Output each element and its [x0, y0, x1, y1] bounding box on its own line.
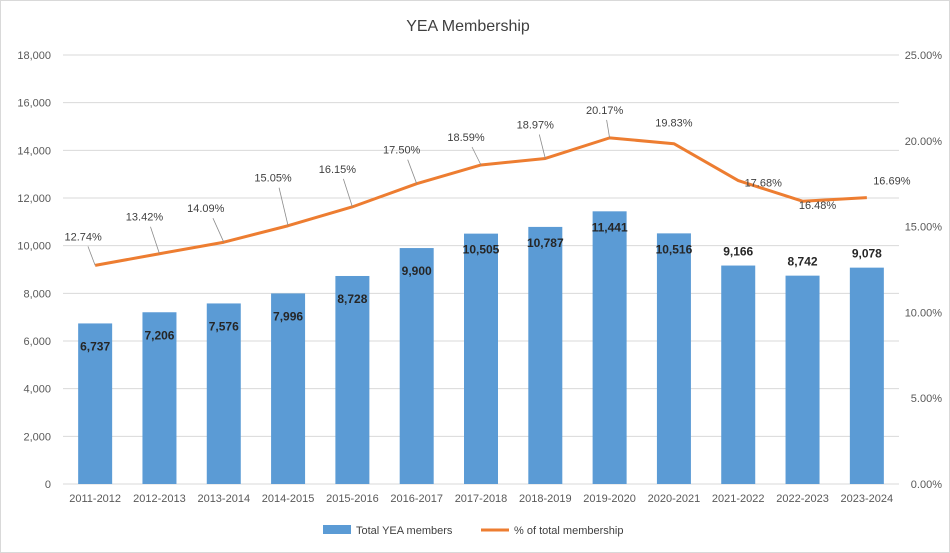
bar-value-label: 10,505	[463, 243, 500, 257]
y-right-tick-label: 15.00%	[905, 222, 943, 234]
x-tick-label: 2013-2014	[197, 493, 250, 505]
line-value-label: 16.15%	[319, 164, 357, 176]
legend-swatch-bar	[323, 525, 351, 534]
y-left-tick-label: 14,000	[17, 145, 51, 157]
y-left-tick-label: 8,000	[23, 288, 51, 300]
y-left-tick-label: 12,000	[17, 193, 51, 205]
y-left-tick-label: 16,000	[17, 98, 51, 110]
bar	[785, 275, 820, 484]
x-tick-label: 2021-2022	[712, 493, 765, 505]
leader-line	[471, 146, 482, 166]
bar-value-label: 9,900	[402, 264, 432, 278]
leader-line	[343, 178, 353, 207]
bar	[271, 293, 306, 484]
x-tick-label: 2015-2016	[326, 493, 379, 505]
bar-value-label: 7,996	[273, 309, 303, 323]
x-tick-label: 2019-2020	[583, 493, 636, 505]
bar	[142, 312, 177, 484]
line-value-label: 18.59%	[447, 132, 485, 144]
bar	[849, 267, 884, 484]
x-tick-label: 2020-2021	[648, 493, 701, 505]
leader-line	[606, 119, 611, 138]
leader-line	[278, 187, 289, 226]
leader-line	[407, 159, 418, 184]
x-tick-label: 2023-2024	[841, 493, 894, 505]
y-left-tick-label: 2,000	[23, 431, 51, 443]
y-left-tick-label: 18,000	[17, 50, 51, 62]
bar-value-label: 9,166	[723, 245, 753, 259]
legend-label: Total YEA members	[356, 525, 453, 537]
bar	[78, 323, 113, 484]
line-value-label: 20.17%	[586, 105, 624, 117]
bar-value-label: 7,206	[144, 328, 174, 342]
y-left-tick-label: 10,000	[17, 241, 51, 253]
y-left-tick-label: 4,000	[23, 384, 51, 396]
bar-value-label: 6,737	[80, 339, 110, 353]
bar	[335, 275, 370, 484]
leader-line	[212, 218, 225, 243]
bar	[464, 233, 498, 484]
leader-line	[87, 246, 96, 266]
bar-value-label: 10,787	[527, 236, 564, 250]
line-value-label: 16.69%	[873, 176, 911, 188]
bar-value-label: 8,742	[788, 255, 818, 269]
bar-value-label: 10,516	[656, 242, 693, 256]
y-left-tick-label: 0	[45, 479, 51, 491]
bar	[399, 248, 434, 484]
x-tick-label: 2012-2013	[133, 493, 186, 505]
leader-line	[150, 226, 160, 254]
y-left-tick-label: 6,000	[23, 336, 51, 348]
bar-value-label: 7,576	[209, 319, 239, 333]
x-tick-label: 2016-2017	[390, 493, 443, 505]
bar-value-label: 9,078	[852, 247, 882, 261]
line-value-label: 17.68%	[745, 178, 783, 190]
bar	[206, 303, 241, 484]
x-tick-label: 2018-2019	[519, 493, 572, 505]
line-value-label: 14.09%	[187, 203, 225, 215]
bar	[656, 233, 691, 484]
bar-value-label: 11,441	[592, 220, 628, 234]
x-tick-label: 2022-2023	[776, 493, 829, 505]
bar	[592, 211, 627, 485]
legend-label: % of total membership	[514, 525, 623, 537]
line-value-label: 18.97%	[517, 119, 555, 131]
bar	[721, 265, 756, 484]
y-right-tick-label: 25.00%	[905, 50, 943, 62]
x-tick-label: 2017-2018	[455, 493, 508, 505]
bar	[528, 226, 563, 484]
line-value-label: 16.48%	[799, 200, 837, 212]
line-value-label: 12.74%	[64, 231, 102, 243]
y-right-tick-label: 10.00%	[905, 307, 943, 319]
chart-title: YEA Membership	[406, 18, 530, 35]
line-value-label: 17.50%	[383, 145, 421, 157]
y-right-tick-label: 20.00%	[905, 136, 943, 148]
bar-value-label: 8,728	[337, 292, 367, 306]
x-tick-label: 2014-2015	[262, 493, 315, 505]
line-value-label: 15.05%	[254, 173, 292, 185]
y-right-tick-label: 5.00%	[911, 393, 942, 405]
line-value-label: 13.42%	[126, 212, 164, 224]
line-value-label: 19.83%	[655, 118, 693, 130]
x-tick-label: 2011-2012	[69, 493, 121, 505]
y-right-tick-label: 0.00%	[911, 479, 942, 491]
leader-line	[538, 134, 546, 159]
